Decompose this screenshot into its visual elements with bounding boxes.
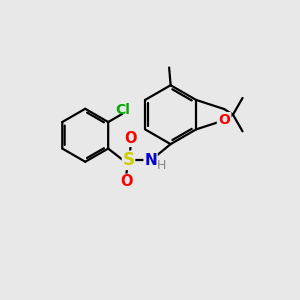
Text: O: O bbox=[124, 131, 137, 146]
Text: O: O bbox=[218, 113, 230, 127]
Text: N: N bbox=[144, 153, 157, 168]
Text: H: H bbox=[157, 159, 167, 172]
Text: O: O bbox=[120, 174, 132, 189]
Text: Cl: Cl bbox=[115, 103, 130, 117]
Text: S: S bbox=[122, 151, 134, 169]
